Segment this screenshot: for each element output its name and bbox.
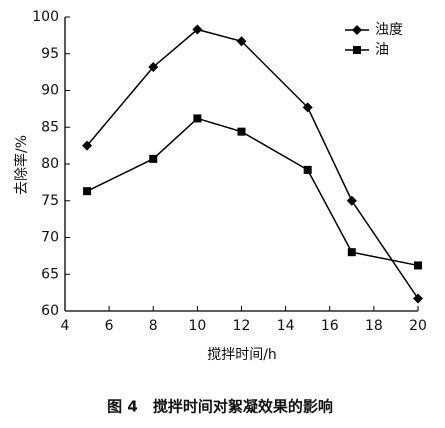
marker-diamond [346,195,357,206]
marker-diamond [302,102,313,113]
legend-label: 浊度 [375,22,403,38]
marker-diamond [82,140,93,151]
x-tick-label: 8 [149,318,158,334]
marker-square [237,127,246,136]
y-tick-label: 90 [41,83,59,99]
y-tick-label: 85 [41,119,59,135]
x-tick-label: 20 [409,318,427,334]
y-tick-label: 65 [41,266,59,282]
marker-square [149,154,158,163]
y-tick-label: 70 [41,230,59,246]
x-tick-label: 14 [277,318,295,334]
x-tick-label: 4 [61,318,70,334]
x-tick-label: 12 [233,318,251,334]
marker-diamond [236,36,247,47]
marker-diamond [192,24,203,35]
series-line [86,28,419,299]
y-axis-label: 去除率/% [13,135,30,195]
series-line [86,117,419,267]
x-tick-label: 18 [365,318,383,334]
marker-square [414,261,422,270]
marker-diamond [148,61,159,72]
marker-square [303,165,312,174]
marker-diamond [352,25,362,35]
x-tick-label: 10 [188,318,206,334]
marker-square [83,187,92,196]
y-tick-label: 60 [41,303,59,319]
y-tick-label: 75 [41,193,59,209]
marker-square [353,46,361,54]
caption: 图 4 搅拌时间对絮凝效果的影响 [107,398,333,416]
y-tick-label: 80 [41,156,59,172]
marker-square [347,248,356,257]
marker-square [193,114,202,123]
marker-diamond [413,293,423,304]
x-tick-label: 16 [321,318,339,334]
x-axis-label: 搅拌时间/h [207,347,277,363]
y-tick-label: 95 [41,46,59,62]
legend-label: 油 [375,42,389,58]
x-tick-label: 6 [105,318,114,334]
y-tick-label: 100 [32,9,59,25]
